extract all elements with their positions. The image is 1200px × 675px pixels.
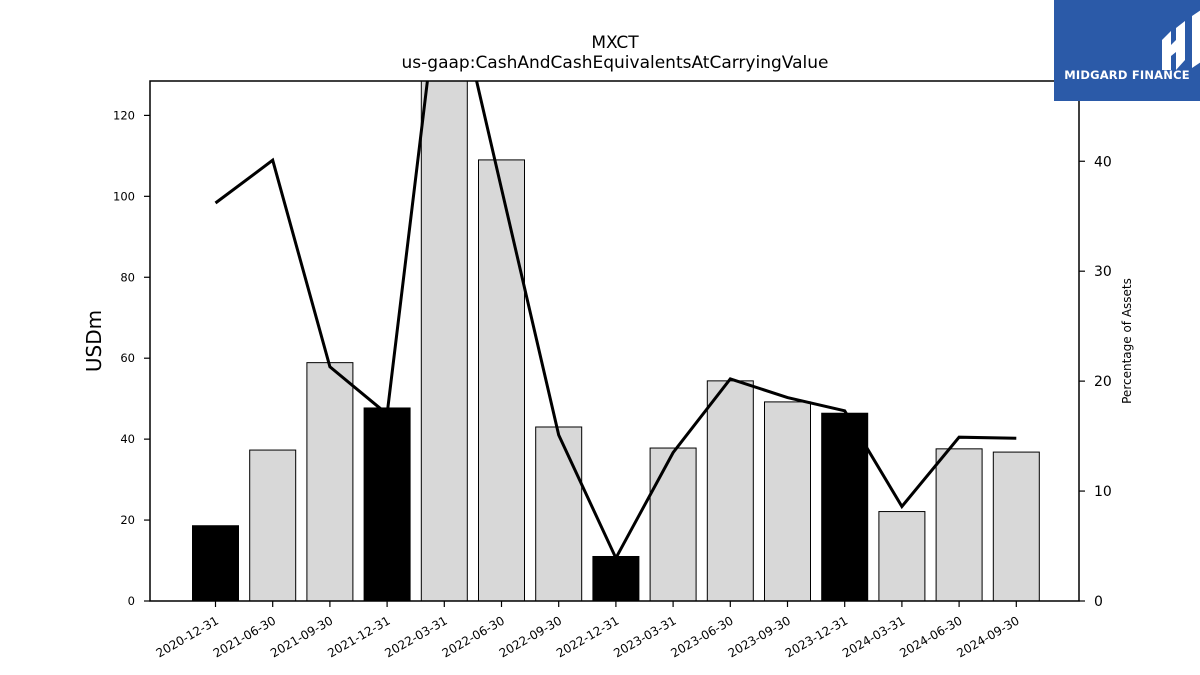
x-tick-label: 2024-03-31 [840, 613, 907, 660]
y-tick-label: 100 [113, 189, 135, 203]
bar [764, 401, 811, 601]
bar [420, 81, 468, 601]
y-axis: 0 20 40 60 80 100 120 [113, 108, 150, 608]
bar [649, 447, 697, 601]
brand-logo: MIDGARD FINANCE [1054, 0, 1200, 101]
brand-name: MIDGARD FINANCE [1064, 68, 1190, 82]
bar [878, 511, 926, 601]
line-series [214, 81, 1017, 562]
x-tick-label: 2024-09-30 [954, 613, 1021, 660]
x-tick-label: 2023-03-31 [611, 613, 678, 660]
bar [363, 407, 411, 601]
bar [592, 555, 640, 601]
bar [535, 426, 583, 601]
y2-axis-label: Percentage of Assets [1120, 278, 1134, 404]
y2-axis: 0 10 20 30 40 [1079, 154, 1112, 610]
y-tick-label: 60 [120, 351, 135, 365]
x-tick-label: 2022-12-31 [554, 613, 621, 660]
x-tick-label: 2023-06-30 [668, 613, 735, 660]
chart-subtitle: us-gaap:CashAndCashEquivalentsAtCarrying… [402, 53, 829, 73]
x-tick-label: 2021-12-31 [325, 613, 392, 660]
bar [306, 362, 354, 601]
plot-frame [149, 80, 1080, 602]
bar [821, 412, 869, 601]
bar [992, 451, 1040, 601]
x-tick-label: 2021-06-30 [211, 613, 278, 660]
y-tick-label: 20 [120, 513, 135, 527]
bar [249, 449, 297, 601]
bar [478, 159, 525, 601]
x-tick-label: 2022-06-30 [440, 613, 507, 660]
bar [935, 448, 983, 601]
x-axis: 2020-12-312021-06-302021-09-302021-12-31… [154, 601, 1022, 660]
bar-series [192, 81, 1040, 601]
x-tick-label: 2023-09-30 [726, 613, 793, 660]
bar [192, 525, 239, 601]
x-tick-label: 2022-03-31 [382, 613, 449, 660]
x-tick-label: 2023-12-31 [783, 613, 850, 660]
x-tick-label: 2022-09-30 [497, 613, 564, 660]
y2-tick-label: 10 [1094, 484, 1112, 500]
y-axis-label: USDm [82, 310, 106, 372]
x-tick-label: 2021-09-30 [268, 613, 335, 660]
x-tick-label: 2020-12-31 [154, 613, 221, 660]
y2-tick-label: 0 [1094, 594, 1103, 610]
y2-tick-label: 20 [1094, 374, 1112, 390]
series-line [214, 81, 1017, 562]
y-tick-label: 40 [120, 432, 135, 446]
midgard-logo-icon [1162, 10, 1200, 70]
chart-title: MXCT [591, 33, 639, 53]
x-tick-label: 2024-06-30 [897, 613, 964, 660]
y-tick-label: 80 [120, 270, 135, 284]
y2-tick-label: 30 [1094, 264, 1112, 280]
y-tick-label: 0 [128, 594, 135, 608]
bar [706, 380, 754, 601]
y2-tick-label: 40 [1094, 154, 1112, 170]
y-tick-label: 120 [113, 108, 135, 122]
